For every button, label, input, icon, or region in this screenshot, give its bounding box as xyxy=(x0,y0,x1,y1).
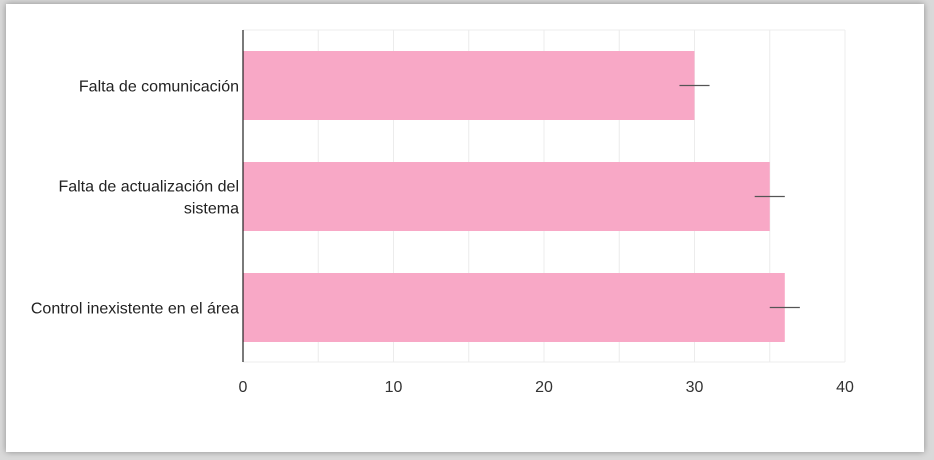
error-bars xyxy=(679,84,800,309)
x-tick-label: 10 xyxy=(385,379,403,396)
x-tick-labels: 0 10 20 30 40 xyxy=(239,379,854,396)
category-label: Falta de actualización del xyxy=(58,179,239,196)
x-tick-label: 30 xyxy=(686,379,704,396)
bar xyxy=(243,162,770,231)
bar xyxy=(243,273,785,342)
category-labels: Falta de comunicación Falta de actualizac… xyxy=(31,79,239,318)
x-tick-label: 40 xyxy=(836,379,854,396)
bar xyxy=(243,51,695,120)
x-tick-label: 0 xyxy=(239,379,248,396)
category-label: Control inexistente en el área xyxy=(31,301,239,318)
category-label: sistema xyxy=(184,201,239,218)
category-label: Falta de comunicación xyxy=(79,79,239,96)
x-tick-label: 20 xyxy=(535,379,553,396)
bars xyxy=(243,51,785,342)
